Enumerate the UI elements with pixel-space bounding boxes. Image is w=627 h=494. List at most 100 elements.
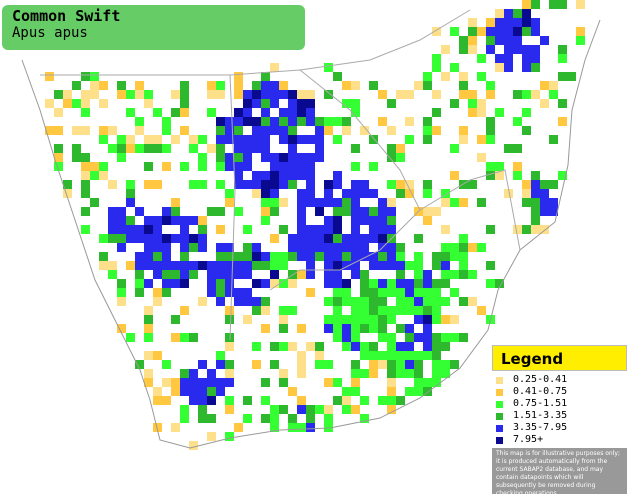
grid-cell xyxy=(441,225,450,234)
grid-cell xyxy=(126,333,135,342)
grid-cell xyxy=(234,126,243,135)
grid-cell xyxy=(315,207,324,216)
grid-cell xyxy=(144,333,153,342)
grid-cell xyxy=(171,279,180,288)
grid-cell xyxy=(45,72,54,81)
grid-cell xyxy=(495,171,504,180)
grid-cell xyxy=(171,333,180,342)
grid-cell xyxy=(378,279,387,288)
grid-cell xyxy=(162,252,171,261)
grid-cell xyxy=(162,207,171,216)
grid-cell xyxy=(90,90,99,99)
grid-cell xyxy=(468,270,477,279)
grid-cell xyxy=(558,45,567,54)
grid-cell xyxy=(243,135,252,144)
grid-cell xyxy=(234,288,243,297)
legend-swatch xyxy=(496,376,503,384)
grid-cell xyxy=(198,387,207,396)
grid-cell xyxy=(387,387,396,396)
grid-cell xyxy=(261,279,270,288)
grid-cell xyxy=(360,126,369,135)
grid-cell xyxy=(342,387,351,396)
grid-cell xyxy=(558,99,567,108)
grid-cell xyxy=(288,99,297,108)
grid-cell xyxy=(288,279,297,288)
grid-cell xyxy=(225,396,234,405)
grid-cell xyxy=(297,99,306,108)
grid-cell xyxy=(477,108,486,117)
grid-cell xyxy=(450,63,459,72)
grid-cell xyxy=(414,288,423,297)
grid-cell xyxy=(306,180,315,189)
grid-cell xyxy=(225,360,234,369)
grid-cell xyxy=(297,360,306,369)
grid-cell xyxy=(432,207,441,216)
grid-cell xyxy=(198,234,207,243)
grid-cell xyxy=(153,252,162,261)
grid-cell xyxy=(108,126,117,135)
grid-cell xyxy=(144,378,153,387)
grid-cell xyxy=(117,297,126,306)
grid-cell xyxy=(351,369,360,378)
grid-cell xyxy=(162,261,171,270)
grid-cell xyxy=(387,261,396,270)
grid-cell xyxy=(396,90,405,99)
grid-cell xyxy=(270,261,279,270)
grid-cell xyxy=(297,171,306,180)
grid-cell xyxy=(261,180,270,189)
grid-cell xyxy=(531,54,540,63)
grid-cell xyxy=(522,108,531,117)
grid-cell xyxy=(279,261,288,270)
grid-cell xyxy=(234,81,243,90)
grid-cell xyxy=(342,234,351,243)
grid-cell xyxy=(306,252,315,261)
title-box: Common Swift Apus apus xyxy=(2,5,305,50)
grid-cell xyxy=(180,99,189,108)
grid-cell xyxy=(522,45,531,54)
grid-cell xyxy=(450,315,459,324)
grid-cell xyxy=(81,225,90,234)
grid-cell xyxy=(441,72,450,81)
grid-cell xyxy=(423,387,432,396)
grid-cell xyxy=(477,306,486,315)
grid-cell xyxy=(180,387,189,396)
grid-cell xyxy=(126,261,135,270)
grid-cell xyxy=(207,81,216,90)
grid-cell xyxy=(153,297,162,306)
grid-cell xyxy=(396,360,405,369)
grid-cell xyxy=(576,0,585,9)
grid-cell xyxy=(153,243,162,252)
grid-cell xyxy=(252,342,261,351)
grid-cell xyxy=(126,108,135,117)
grid-cell xyxy=(279,117,288,126)
legend-label: 7.95+ xyxy=(513,434,544,445)
grid-cell xyxy=(171,261,180,270)
grid-cell xyxy=(306,135,315,144)
grid-cell xyxy=(270,63,279,72)
grid-cell xyxy=(180,243,189,252)
grid-cell xyxy=(288,135,297,144)
legend-item: 0.41-0.75 xyxy=(496,386,627,398)
grid-cell xyxy=(144,243,153,252)
grid-cell xyxy=(549,198,558,207)
grid-cell xyxy=(441,279,450,288)
grid-cell xyxy=(378,288,387,297)
grid-cell xyxy=(243,297,252,306)
grid-cell xyxy=(387,207,396,216)
grid-cell xyxy=(423,315,432,324)
grid-cell xyxy=(216,126,225,135)
grid-cell xyxy=(306,162,315,171)
grid-cell xyxy=(126,225,135,234)
grid-cell xyxy=(270,90,279,99)
grid-cell xyxy=(288,144,297,153)
grid-cell xyxy=(225,135,234,144)
grid-cell xyxy=(261,378,270,387)
grid-cell xyxy=(324,324,333,333)
grid-cell xyxy=(288,243,297,252)
grid-cell xyxy=(333,324,342,333)
grid-cell xyxy=(540,207,549,216)
grid-cell xyxy=(432,360,441,369)
grid-cell xyxy=(351,378,360,387)
grid-cell xyxy=(225,270,234,279)
grid-cell xyxy=(423,216,432,225)
